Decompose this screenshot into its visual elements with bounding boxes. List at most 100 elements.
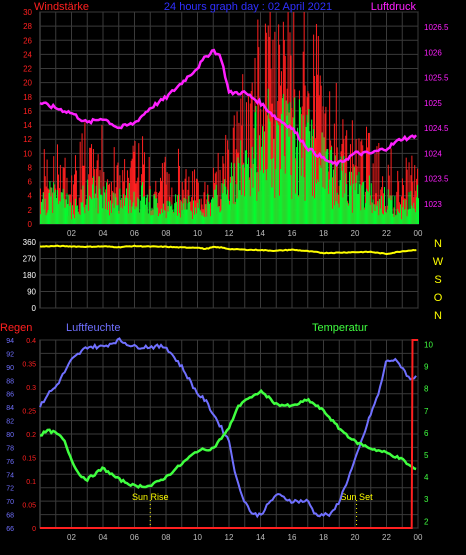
wind-gust-bar — [354, 190, 356, 224]
wind-gust-bar — [155, 198, 157, 224]
wind-gust-bar — [212, 198, 214, 224]
wind-gust-bar — [225, 186, 227, 224]
wind-gust-bar — [370, 183, 372, 224]
wind-gust-bar — [161, 212, 163, 224]
wind-tick-28: 28 — [23, 22, 32, 31]
wind-speed-bar — [126, 170, 128, 224]
wind-gust-bar — [403, 210, 405, 224]
wind-speed-bar — [400, 196, 402, 224]
wind-gust-bar — [405, 199, 407, 224]
wind-gust-bar — [120, 207, 122, 224]
wind-speed-bar — [372, 163, 374, 224]
wind-speed-bar — [236, 111, 238, 224]
wind-gust-bar — [104, 192, 106, 224]
bottom-x-tick-20: 20 — [351, 533, 360, 542]
wind-gust-bar — [261, 146, 263, 224]
wind-gust-bar — [140, 200, 142, 224]
wind-speed-bar — [300, 114, 302, 224]
wind-gust-bar — [168, 200, 170, 224]
wind-speed-bar — [165, 184, 167, 224]
wind-gust-bar — [401, 207, 403, 224]
wind-speed-bar — [366, 147, 368, 224]
temperature-tick-5: 5 — [424, 451, 429, 460]
wind-gust-bar — [294, 97, 296, 224]
wind-gust-bar — [395, 215, 397, 224]
rain-tick-0-1: 0.1 — [26, 479, 36, 486]
wind-speed-bar — [142, 136, 144, 224]
wind-gust-bar — [200, 211, 202, 224]
wind-gust-bar — [142, 181, 144, 224]
wind-speed-bar — [43, 149, 45, 224]
wind-tick-12: 12 — [23, 135, 32, 144]
wind-gust-bar — [87, 179, 89, 224]
wind-speed-bar — [194, 169, 196, 224]
wind-speed-bar — [244, 167, 246, 224]
wind-gust-bar — [144, 204, 146, 224]
temperature-tick-9: 9 — [424, 363, 429, 372]
wind-speed-bar — [79, 141, 81, 224]
wind-gust-bar — [355, 183, 357, 224]
wind-gust-bar — [76, 205, 78, 224]
wind-gust-bar — [282, 93, 284, 224]
wind-gust-bar — [139, 212, 141, 224]
wind-gust-bar — [92, 176, 94, 224]
wind-gust-bar — [270, 159, 272, 224]
wind-gust-bar — [387, 189, 389, 224]
wind-gust-bar — [377, 201, 379, 224]
wind-speed-bar — [138, 143, 140, 224]
wind-gust-bar — [325, 151, 327, 224]
wind-gust-bar — [143, 196, 145, 224]
wind-gust-bar — [379, 198, 381, 224]
wind-gust-bar — [365, 203, 367, 224]
wind-gust-bar — [273, 138, 275, 224]
wind-speed-bar — [127, 177, 129, 224]
wind-gust-bar — [304, 200, 306, 224]
wind-gust-bar — [384, 211, 386, 224]
rain-tick-0: 0 — [32, 526, 36, 533]
bottom-x-tick-08: 08 — [162, 533, 171, 542]
top-x-tick-22: 22 — [382, 229, 391, 238]
wind-gust-bar — [192, 218, 194, 224]
wind-speed-bar — [274, 31, 276, 224]
rain-tick-0-2: 0.2 — [26, 432, 36, 439]
wind-gust-bar — [49, 181, 51, 224]
wind-gust-bar — [296, 147, 298, 224]
wind-gust-bar — [274, 197, 276, 224]
wind-speed-bar — [192, 171, 194, 224]
wind-gust-bar — [361, 185, 363, 224]
wind-speed-bar — [200, 198, 202, 224]
wind-speed-bar — [217, 152, 219, 224]
wind-tick-26: 26 — [23, 36, 32, 45]
bottom-x-tick-14: 14 — [256, 533, 265, 542]
wind-gust-bar — [410, 191, 412, 224]
wind-gust-bar — [374, 211, 376, 224]
wind-gust-bar — [62, 188, 64, 224]
wind-gust-bar — [259, 135, 261, 224]
wind-gust-bar — [249, 196, 251, 224]
wind-gust-bar — [415, 212, 417, 224]
wind-gust-bar — [68, 195, 70, 224]
wind-gust-bar — [111, 203, 113, 224]
wind-gust-bar — [110, 212, 112, 224]
wind-gust-bar — [283, 156, 285, 224]
wind-tick-16: 16 — [23, 107, 32, 116]
wind-speed-bar — [161, 163, 163, 224]
wind-speed-bar — [278, 24, 280, 225]
wind-gust-bar — [97, 213, 99, 224]
wind-speed-bar — [105, 189, 107, 224]
wind-gust-bar — [224, 179, 226, 224]
wind-gust-bar — [182, 203, 184, 224]
wind-tick-10: 10 — [23, 149, 32, 158]
compass-label-4: N — [434, 310, 442, 322]
wind-gust-bar — [353, 166, 355, 224]
wind-speed-bar — [57, 174, 59, 224]
wind-gust-bar — [61, 192, 63, 224]
wind-gust-bar — [167, 211, 169, 224]
wind-speed-bar — [312, 136, 314, 224]
wind-gust-bar — [198, 199, 200, 224]
wind-gust-bar — [95, 185, 97, 224]
wind-gust-bar — [147, 213, 149, 224]
wind-gust-bar — [285, 100, 287, 224]
wind-gust-bar — [382, 213, 384, 224]
